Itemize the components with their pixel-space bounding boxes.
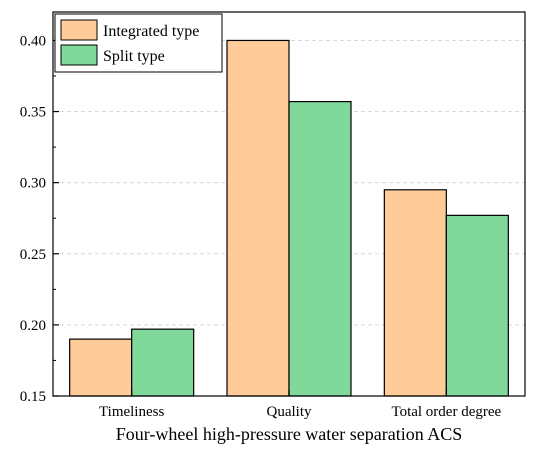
bar-integrated-timeliness [69,338,133,397]
bar-split-total-order-degree [445,214,509,397]
y-tick-label: 0.30 [20,176,46,192]
bar-split-timeliness [131,328,195,397]
y-tick-label: 0.20 [20,318,46,334]
x-tick-label: Timeliness [99,404,164,420]
y-tick-label: 0.35 [20,105,46,121]
legend: Integrated type Split type [54,13,223,73]
bar-integrated-quality [226,39,290,397]
y-tick-label: 0.15 [20,389,46,405]
x-tick-label: Total order degree [391,404,501,420]
legend-swatch [60,44,98,66]
legend-label: Integrated type [103,23,199,40]
y-axis: 0.15 0.20 0.25 0.30 0.35 0.40 [20,33,59,405]
legend-swatch [60,19,98,41]
x-axis: Timeliness Quality Total order degree [99,390,502,420]
x-axis-title: Four-wheel high-pressure water separatio… [116,424,463,444]
bar-split-quality [288,100,352,397]
bars [69,39,509,397]
bar-integrated-total-order-degree [383,189,447,397]
legend-label: Split type [103,48,165,65]
x-tick-label: Quality [267,404,312,420]
y-tick-label: 0.25 [20,247,46,263]
y-tick-label: 0.40 [20,33,46,49]
